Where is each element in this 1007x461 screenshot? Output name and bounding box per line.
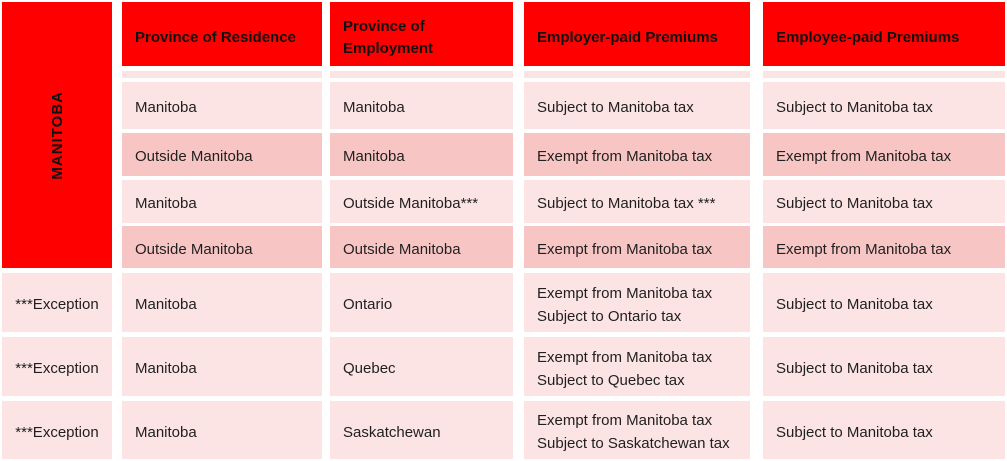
cell-employment: Saskatchewan <box>330 401 513 459</box>
cell-employment: Manitoba <box>330 82 513 129</box>
cell-employee-premiums: Exempt from Manitoba tax <box>763 226 1005 268</box>
cell-residence: Manitoba <box>122 401 322 459</box>
side-label-manitoba: MANITOBA <box>2 2 112 268</box>
employer-premiums-line: Subject to Ontario tax <box>537 307 682 325</box>
cell-residence: Manitoba <box>122 337 322 396</box>
employer-premiums-line: Exempt from Manitoba tax <box>537 284 713 302</box>
cell-employer-premiums: Exempt from Manitoba tax <box>524 133 750 176</box>
employer-premiums-line: Exempt from Manitoba tax <box>537 412 713 429</box>
exception-label: ***Exception <box>2 401 112 459</box>
exception-label: ***Exception <box>2 273 112 332</box>
cell-employment: Quebec <box>330 337 513 396</box>
cell-residence: Manitoba <box>122 82 322 129</box>
cell-employment: Manitoba <box>330 133 513 176</box>
cell-employee-premiums: Subject to Manitoba tax <box>763 401 1005 459</box>
cell-employee-premiums: Subject to Manitoba tax <box>763 180 1005 223</box>
spacer-row-segment <box>524 71 750 78</box>
column-header-employee-premiums: Employee-paid Premiums <box>763 2 1005 66</box>
cell-employer-premiums: Exempt from Manitoba tax Subject to Queb… <box>524 337 750 396</box>
exception-label: ***Exception <box>2 337 112 396</box>
cell-employer-premiums: Subject to Manitoba tax *** <box>524 180 750 223</box>
spacer-row-segment <box>763 71 1005 78</box>
cell-employer-premiums: Exempt from Manitoba tax <box>524 226 750 268</box>
column-header-employment: Province of Employment <box>330 2 513 66</box>
cell-employer-premiums: Exempt from Manitoba tax Subject to Sask… <box>524 401 750 459</box>
employer-premiums-line: Exempt from Manitoba tax <box>537 348 713 366</box>
column-header-employer-premiums: Employer-paid Premiums <box>524 2 750 66</box>
cell-residence: Manitoba <box>122 273 322 332</box>
cell-employer-premiums: Exempt from Manitoba tax Subject to Onta… <box>524 273 750 332</box>
cell-residence: Outside Manitoba <box>122 226 322 268</box>
cell-residence: Manitoba <box>122 180 322 223</box>
cell-employee-premiums: Exempt from Manitoba tax <box>763 133 1005 176</box>
spacer-row-segment <box>330 71 513 78</box>
employer-premiums-line: Subject to Saskatchewan tax <box>537 435 730 452</box>
cell-employment: Outside Manitoba <box>330 226 513 268</box>
employer-premiums-line: Subject to Quebec tax <box>537 371 685 389</box>
cell-residence: Outside Manitoba <box>122 133 322 176</box>
cell-employment: Ontario <box>330 273 513 332</box>
cell-employer-premiums: Subject to Manitoba tax <box>524 82 750 129</box>
spacer-row-segment <box>122 71 322 78</box>
cell-employment: Outside Manitoba*** <box>330 180 513 223</box>
cell-employee-premiums: Subject to Manitoba tax <box>763 273 1005 332</box>
cell-employee-premiums: Subject to Manitoba tax <box>763 82 1005 129</box>
cell-employee-premiums: Subject to Manitoba tax <box>763 337 1005 396</box>
side-label-text: MANITOBA <box>48 90 66 180</box>
column-header-residence: Province of Residence <box>122 2 322 66</box>
